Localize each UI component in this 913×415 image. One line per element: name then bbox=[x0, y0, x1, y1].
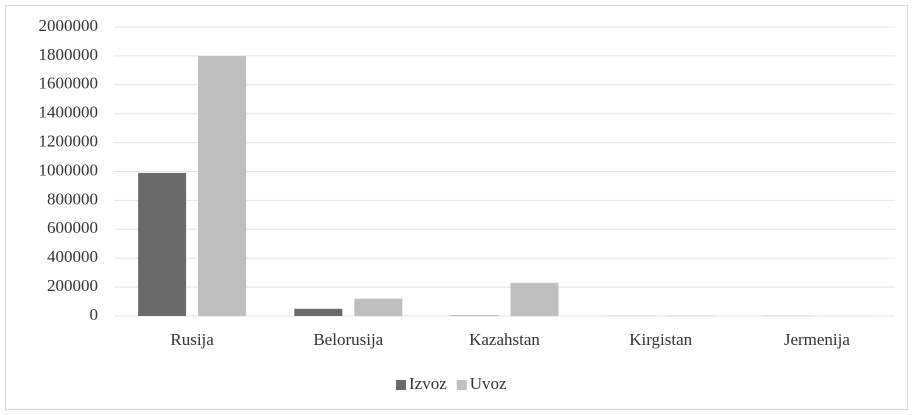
x-tick-label: Kazahstan bbox=[469, 330, 540, 349]
x-tick-label: Rusija bbox=[170, 330, 214, 349]
y-tick-label: 1200000 bbox=[39, 132, 99, 151]
bar bbox=[198, 55, 247, 317]
legend-label: Izvoz bbox=[409, 374, 447, 393]
y-tick-label: 400000 bbox=[47, 247, 98, 266]
bar bbox=[138, 172, 187, 316]
x-tick-label: Kirgistan bbox=[629, 330, 692, 349]
bar bbox=[510, 282, 559, 316]
legend-swatch bbox=[396, 380, 406, 390]
bar bbox=[294, 308, 343, 316]
bar bbox=[354, 298, 403, 316]
y-tick-label: 1400000 bbox=[39, 103, 99, 122]
y-tick-label: 200000 bbox=[47, 276, 98, 295]
y-tick-label: 600000 bbox=[47, 218, 98, 237]
legend-swatch bbox=[456, 380, 467, 390]
y-tick-label: 1800000 bbox=[39, 45, 99, 64]
y-tick-label: 0 bbox=[90, 305, 99, 324]
x-tick-label: Belorusija bbox=[313, 330, 383, 349]
y-tick-label: 1600000 bbox=[39, 74, 99, 93]
x-tick-label: Jermenija bbox=[784, 330, 851, 349]
y-tick-label: 1000000 bbox=[39, 160, 99, 179]
y-tick-label: 2000000 bbox=[39, 16, 99, 35]
legend-label: Uvoz bbox=[470, 374, 507, 393]
y-tick-label: 800000 bbox=[47, 189, 98, 208]
